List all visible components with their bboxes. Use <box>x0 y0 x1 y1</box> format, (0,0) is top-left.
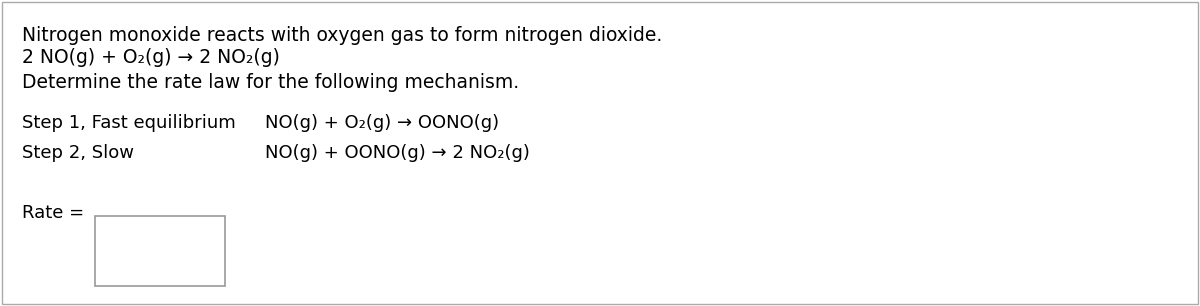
Text: Step 1, Fast equilibrium: Step 1, Fast equilibrium <box>22 114 235 132</box>
Text: Determine the rate law for the following mechanism.: Determine the rate law for the following… <box>22 73 520 92</box>
Bar <box>95 216 226 286</box>
Text: Nitrogen monoxide reacts with oxygen gas to form nitrogen dioxide.: Nitrogen monoxide reacts with oxygen gas… <box>22 26 662 45</box>
Text: Rate =: Rate = <box>22 204 84 222</box>
Text: 2 NO(g) + O₂(g) → 2 NO₂(g): 2 NO(g) + O₂(g) → 2 NO₂(g) <box>22 48 280 67</box>
Text: Step 2, Slow: Step 2, Slow <box>22 144 134 162</box>
Text: NO(g) + O₂(g) → OONO(g): NO(g) + O₂(g) → OONO(g) <box>265 114 499 132</box>
Text: NO(g) + OONO(g) → 2 NO₂(g): NO(g) + OONO(g) → 2 NO₂(g) <box>265 144 530 162</box>
